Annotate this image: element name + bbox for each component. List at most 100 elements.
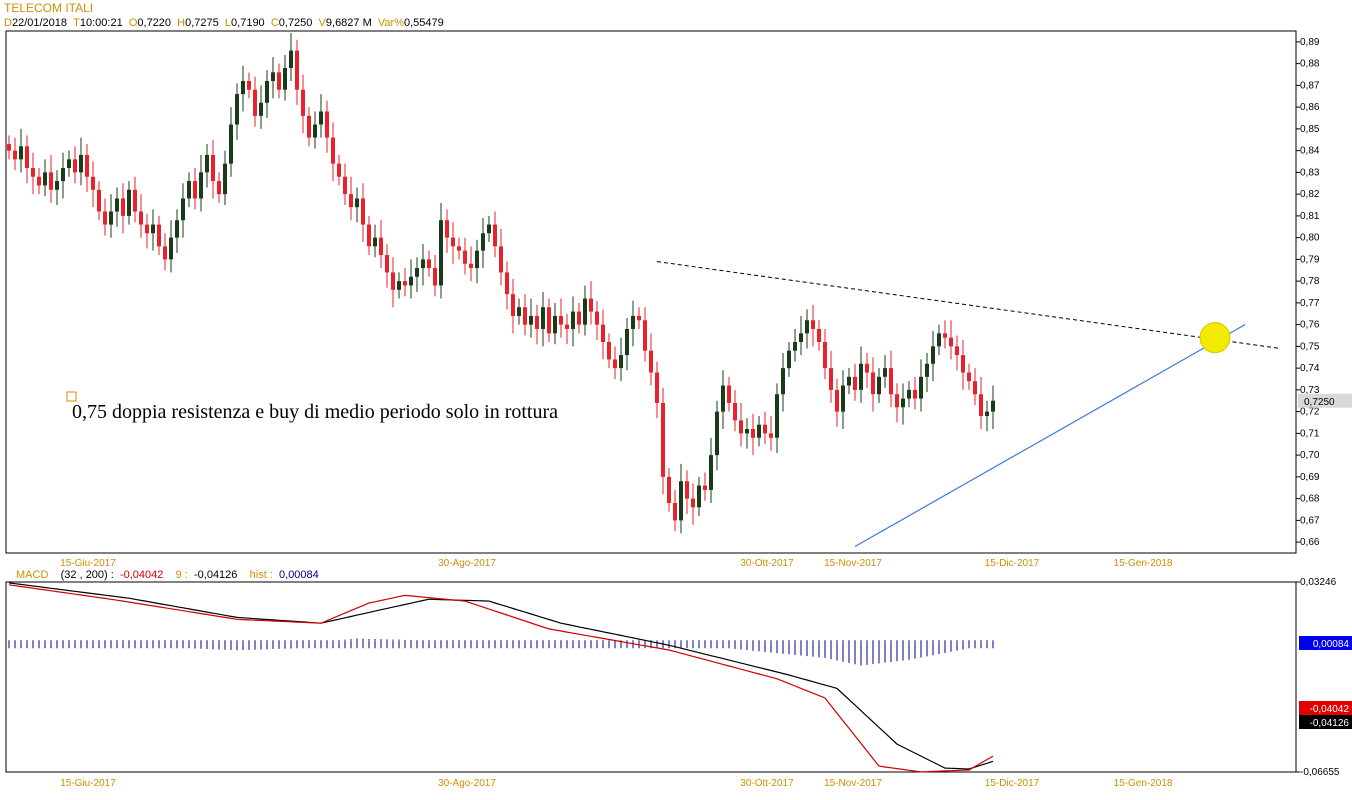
candle-body — [631, 315, 635, 329]
macd-value-tag-bg — [1299, 715, 1352, 729]
candle — [79, 137, 83, 186]
candle — [493, 211, 497, 258]
candle-body — [589, 298, 593, 312]
candle — [649, 333, 653, 386]
candle — [763, 411, 767, 445]
candle-body — [721, 385, 725, 412]
candle — [193, 168, 197, 210]
candle — [523, 294, 527, 336]
candle — [73, 146, 77, 184]
candle — [643, 307, 647, 362]
candle-body — [613, 359, 617, 369]
candle — [319, 94, 323, 138]
candle — [595, 300, 599, 340]
candle — [517, 298, 521, 325]
candle-body — [757, 424, 761, 438]
readout-value: 0,55479 — [403, 17, 444, 29]
candle-body — [79, 154, 83, 173]
candle-body — [37, 176, 41, 186]
candle-body — [109, 211, 113, 225]
candle-body — [955, 346, 959, 356]
candle-body — [667, 476, 671, 503]
y-tick-label: 0,71 — [1300, 428, 1320, 439]
candle-body — [709, 455, 713, 490]
candle — [373, 224, 377, 258]
macd-value: -0,04042 — [119, 569, 164, 581]
candle — [985, 400, 989, 432]
candle — [583, 285, 587, 336]
candle — [607, 333, 611, 369]
signal-label: 9 : — [175, 569, 188, 581]
candle — [529, 298, 533, 338]
candle — [379, 220, 383, 269]
candle — [691, 483, 695, 525]
candle-body — [547, 307, 551, 334]
y-tick-label: 0,88 — [1300, 59, 1320, 70]
candle-body — [577, 311, 581, 325]
candle — [97, 181, 101, 221]
macd-x-tick-label: 15-Giu-2017 — [60, 778, 116, 789]
candle — [451, 222, 455, 264]
candle-body — [367, 224, 371, 247]
macd-x-tick-label: 15-Gen-2018 — [1114, 778, 1173, 789]
candle-body — [871, 372, 875, 395]
candle — [253, 76, 257, 127]
candle-body — [841, 385, 845, 412]
candle-body — [97, 189, 101, 212]
candle-body — [469, 263, 473, 269]
candle — [715, 400, 719, 471]
candle-body — [187, 181, 191, 199]
candle-body — [799, 333, 803, 343]
candle-body — [49, 172, 53, 190]
candle — [829, 350, 833, 403]
macd-y-tick-label: -0,06655 — [1300, 767, 1340, 778]
candle — [721, 370, 725, 430]
candle-body — [379, 237, 383, 256]
candle-body — [103, 211, 107, 225]
candle-body — [121, 198, 125, 216]
candle — [757, 415, 761, 447]
macd-value-tag-bg — [1299, 636, 1352, 650]
candle-body — [247, 81, 251, 90]
candle — [841, 370, 845, 430]
candle — [133, 176, 137, 223]
candle-body — [937, 333, 941, 347]
candle — [823, 328, 827, 379]
signal-value: -0,04126 — [193, 569, 238, 581]
candle — [121, 183, 125, 234]
candle-body — [43, 172, 47, 186]
candle — [421, 244, 425, 286]
hist-value: 0,00084 — [279, 569, 319, 581]
y-tick-label: 0,79 — [1300, 254, 1320, 265]
candle-body — [553, 315, 557, 334]
candle — [37, 168, 41, 195]
candle-body — [481, 233, 485, 251]
candle — [883, 355, 887, 388]
candle-body — [355, 198, 359, 208]
candle — [397, 272, 401, 299]
candle — [217, 172, 221, 203]
candle — [961, 339, 965, 390]
candle-body — [661, 402, 665, 477]
candle-body — [595, 311, 599, 325]
candle-body — [541, 307, 545, 329]
candle-body — [163, 246, 167, 260]
x-tick-label: 30-Ago-2017 — [438, 558, 496, 569]
y-tick-label: 0,68 — [1300, 494, 1320, 505]
candle — [427, 250, 431, 277]
candle — [931, 331, 935, 382]
candle-body — [673, 502, 677, 521]
candle-body — [739, 420, 743, 434]
candle-body — [475, 250, 479, 269]
candle-body — [199, 172, 203, 199]
candle-body — [679, 481, 683, 521]
candle-body — [319, 111, 323, 125]
candle-body — [949, 337, 953, 347]
candle-body — [685, 481, 689, 499]
candle — [355, 187, 359, 223]
candle-body — [919, 376, 923, 399]
macd-value-tag-bg — [1299, 701, 1352, 715]
candle-body — [967, 372, 971, 382]
candle — [793, 328, 797, 362]
candle-body — [457, 246, 461, 251]
